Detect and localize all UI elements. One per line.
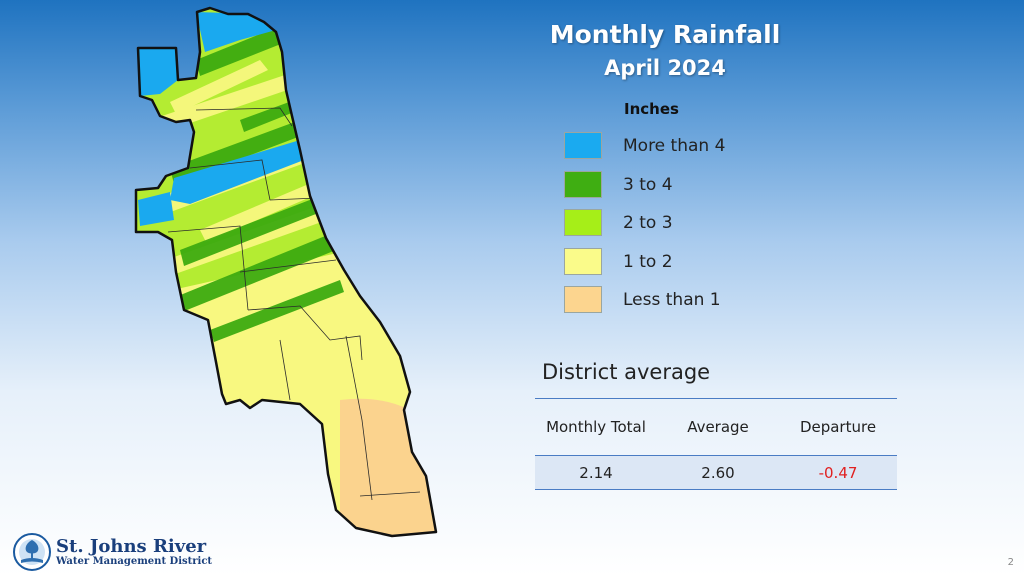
legend-swatch <box>564 209 602 236</box>
district-average-heading: District average <box>542 360 711 384</box>
map-title-block: Monthly Rainfall April 2024 <box>500 20 830 82</box>
logo-line-2: Water Management District <box>56 556 213 567</box>
legend-swatch <box>564 248 602 275</box>
average-value: 2.60 <box>657 455 779 490</box>
district-seal-icon <box>13 533 51 571</box>
legend-label: 2 to 3 <box>623 213 673 233</box>
legend-heading: Inches <box>624 100 679 118</box>
legend-swatch <box>564 132 602 159</box>
legend-item-more-than-4: More than 4 <box>564 132 824 160</box>
table-row: 2.14 2.60 -0.47 <box>535 455 897 490</box>
column-header-departure: Departure <box>779 398 897 456</box>
map-subtitle: April 2024 <box>604 56 726 80</box>
column-header-monthly-total: Monthly Total <box>535 398 657 456</box>
legend-item-3-to-4: 3 to 4 <box>564 171 824 199</box>
district-average-table: Monthly Total Average Departure 2.14 2.6… <box>535 398 897 490</box>
legend-label: 3 to 4 <box>623 175 673 195</box>
legend-item-1-to-2: 1 to 2 <box>564 248 824 276</box>
map-title: Monthly Rainfall <box>549 20 781 49</box>
legend-item-less-than-1: Less than 1 <box>564 286 824 314</box>
legend-label: More than 4 <box>623 136 726 156</box>
legend-label: Less than 1 <box>623 290 721 310</box>
legend-label: 1 to 2 <box>623 252 673 272</box>
sjrwmd-logo: St. Johns River Water Management Distric… <box>10 528 270 574</box>
legend-swatch <box>564 171 602 198</box>
logo-line-1: St. Johns River <box>56 536 207 557</box>
legend-swatch <box>564 286 602 313</box>
page-number: 2 <box>1007 557 1014 568</box>
monthly-total-value: 2.14 <box>535 455 657 490</box>
table-header-row: Monthly Total Average Departure <box>535 398 897 456</box>
legend-item-2-to-3: 2 to 3 <box>564 209 824 237</box>
departure-value: -0.47 <box>779 455 897 490</box>
column-header-average: Average <box>657 398 779 456</box>
